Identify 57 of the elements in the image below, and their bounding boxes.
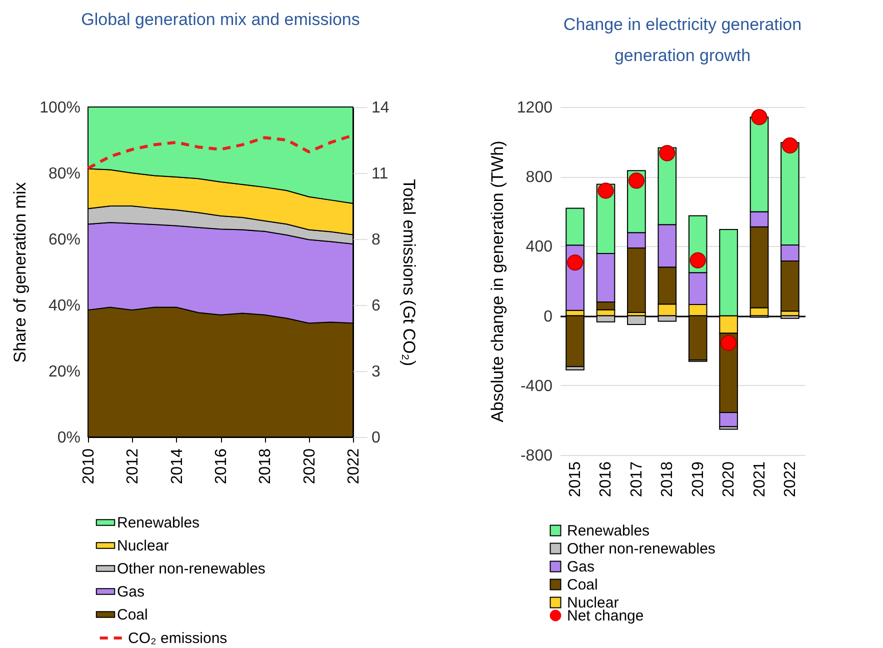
y-tick-label: 80%	[48, 166, 80, 182]
legend-label: Gas	[567, 558, 595, 576]
point	[751, 109, 768, 126]
legend-label: CO₂ emissions	[128, 630, 228, 647]
y-axis-title: Share of generation mix	[10, 182, 30, 363]
y2-tick-label: 14	[372, 100, 390, 116]
y-tick-label: 800	[526, 169, 553, 186]
y-tick-label: -400	[520, 378, 553, 395]
x-tick-label: 2021	[751, 461, 768, 498]
point	[598, 182, 614, 199]
y-tick-label: 20%	[48, 364, 80, 380]
point	[659, 145, 676, 162]
x-tick-label: 2016	[598, 461, 615, 498]
y2-tick-label: 6	[372, 298, 380, 314]
legend-label: Other non-renewables	[567, 540, 716, 558]
y2-tick-label: 0	[372, 430, 380, 446]
legend-label: Coal	[117, 606, 148, 624]
x-tick-label: 2019	[690, 461, 707, 498]
point	[628, 172, 645, 189]
legend-label: Renewables	[117, 514, 200, 532]
chart-subtitle: generation growth	[614, 46, 751, 65]
x-tick-label: 2015	[567, 461, 584, 498]
x-tick-label: 2020	[301, 448, 318, 484]
legend-label: Coal	[567, 576, 598, 594]
x-tick-label: 2018	[659, 461, 676, 498]
x-tick-label: 2010	[80, 448, 98, 484]
y-tick-label: 40%	[48, 298, 80, 314]
x-tick-label: 2022	[346, 448, 362, 484]
point	[690, 252, 706, 268]
chart-title: Change in electricity generation	[563, 15, 802, 34]
y-axis-title: Absolute change in generation (TWh)	[488, 140, 507, 422]
legend-label: Other non-renewables	[117, 560, 266, 578]
legend-label: Nuclear	[117, 538, 169, 554]
legend-label: Gas	[117, 584, 145, 600]
x-tick-label: 2017	[628, 461, 646, 498]
y-tick-label: 0	[544, 308, 553, 326]
point	[566, 254, 584, 271]
y2-axis-title: Total emissions (Gt CO₂)	[399, 178, 418, 366]
chart-title: Global generation mix and emissions	[81, 10, 360, 29]
y2-tick-label: 3	[372, 364, 380, 380]
x-tick-label: 2012	[124, 448, 142, 484]
x-tick-label: 2022	[782, 461, 799, 498]
x-tick-label: 2016	[213, 448, 230, 484]
y-tick-label: 60%	[48, 232, 80, 248]
y-tick-label: 0%	[57, 430, 80, 446]
y-tick-label: 100%	[40, 100, 80, 116]
x-tick-label: 2020	[720, 461, 738, 498]
point	[720, 334, 737, 352]
point	[782, 137, 798, 154]
y-tick-label: 400	[526, 238, 553, 256]
x-tick-label: 2014	[168, 448, 186, 484]
y-tick-label: 1200	[516, 100, 553, 116]
y2-tick-label: 11	[372, 166, 388, 182]
x-tick-label: 2018	[257, 448, 274, 484]
legend-label: Renewables	[567, 522, 650, 540]
y2-tick-label: 8	[372, 232, 380, 248]
y-tick-label: -800	[520, 448, 553, 464]
